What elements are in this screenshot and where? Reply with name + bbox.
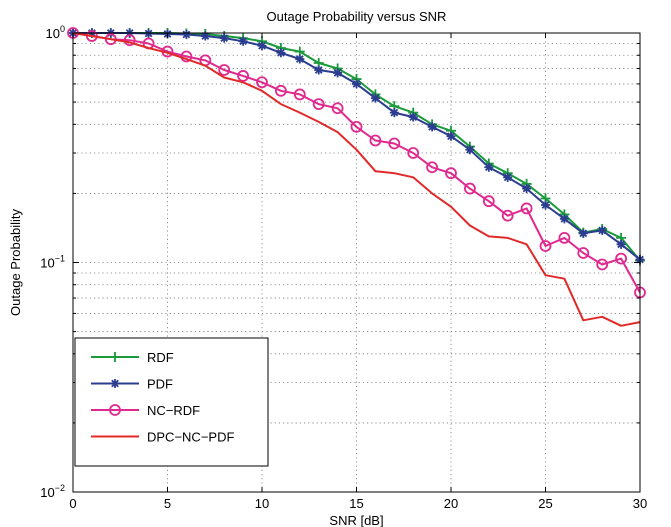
x-tick-label: 15 [349,496,363,511]
data-point [256,76,268,89]
data-point [541,200,550,210]
data-point [218,64,231,76]
data-point [578,228,588,238]
data-point [427,122,437,132]
x-tick-label: 20 [444,496,458,511]
data-point [238,36,248,46]
data-point [407,147,420,159]
y-tick-label: 100 [46,24,65,41]
x-tick-label: 30 [633,496,647,511]
data-point [333,68,343,78]
legend-item: DPC−NC−PDF [91,430,234,445]
data-point [388,137,401,150]
data-point [445,167,457,180]
data-point [615,252,627,265]
data-point [408,112,418,122]
data-point [426,161,439,174]
y-axis-label: Outage Probability [8,209,23,316]
legend-label: DPC−NC−PDF [147,430,234,445]
legend: RDF PDF NC−RDF DPC−NC−PDF [74,337,269,467]
legend-item: PDF [91,377,173,392]
legend-item: RDF [91,350,174,365]
data-point [312,98,325,110]
data-point [482,195,495,208]
data-point [522,184,532,194]
legend-item: NC−RDF [91,403,200,418]
data-point [181,30,191,40]
data-point [501,209,514,222]
x-tick-label: 5 [164,496,171,511]
legend-label: RDF [147,350,174,365]
data-point [219,33,229,43]
x-tick-label: 10 [255,496,269,511]
ticks: 0 5 10 15 20 25 30 100 10−1 10−2 [40,24,647,511]
series-line [72,32,641,327]
series-line [72,32,641,293]
data-point [257,41,267,51]
data-point [616,239,626,249]
series-layer [67,27,646,327]
chart-title: Outage Probability versus SNR [267,9,447,24]
data-point [597,225,607,235]
data-point [352,79,361,89]
data-point [559,214,569,224]
data-point [109,404,121,416]
data-point [577,247,590,259]
data-point [484,162,494,172]
legend-box [74,337,269,467]
legend-label: PDF [147,377,173,392]
x-tick-label: 0 [69,496,76,511]
data-point [274,84,287,97]
data-point [123,34,136,47]
data-point [503,172,513,182]
data-point [539,240,552,252]
legend-label: NC−RDF [147,403,200,418]
data-point [558,231,571,244]
data-point [237,70,250,82]
data-point [596,258,609,271]
data-point [370,93,380,103]
data-point [200,31,210,41]
x-tick-label: 25 [538,496,552,511]
data-point [331,102,344,115]
data-point [463,182,476,195]
y-tick-label: 10−1 [40,254,65,271]
data-point [276,48,286,58]
data-point [110,379,120,388]
data-point [446,131,456,141]
data-point [465,145,475,155]
data-point [293,88,306,101]
y-tick-label: 10−2 [40,483,65,500]
data-point [369,134,382,147]
data-point [314,65,324,75]
data-point [110,352,120,362]
data-point [350,120,363,133]
series-4 [72,32,641,327]
x-axis-label: SNR [dB] [329,513,383,527]
data-point [520,202,533,215]
data-point [389,108,399,118]
data-point [295,54,305,64]
